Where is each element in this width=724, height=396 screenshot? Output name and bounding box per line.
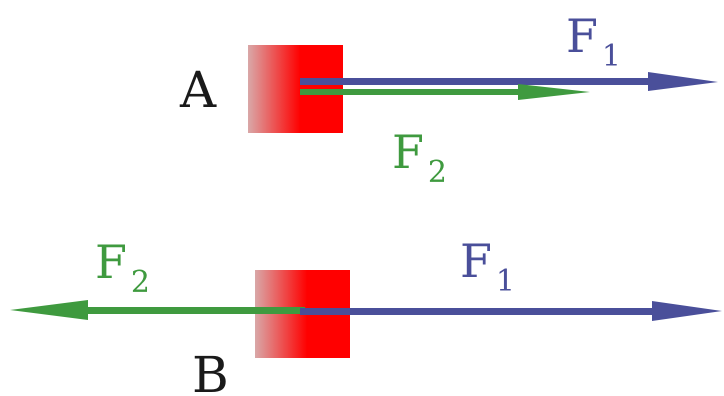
force-1-symbol-a: F [566,9,598,63]
scenario-a-label: A [179,61,217,119]
force-1-arrow-b [300,301,722,321]
force-1-subscript-b: 1 [496,264,515,299]
force-1-arrow-a [300,72,718,91]
force-1-symbol-b: F [460,234,492,288]
force-2-subscript-b: 2 [131,265,150,300]
force-2-arrow-a [300,84,590,100]
force-2-subscript-a: 2 [428,155,447,190]
scenario-b-label: B [192,346,229,396]
force-2-symbol-b: F [95,235,127,289]
force-2-arrow-b [10,300,305,320]
force-1-subscript-a: 1 [602,39,621,74]
force-2-symbol-a: F [392,125,424,179]
